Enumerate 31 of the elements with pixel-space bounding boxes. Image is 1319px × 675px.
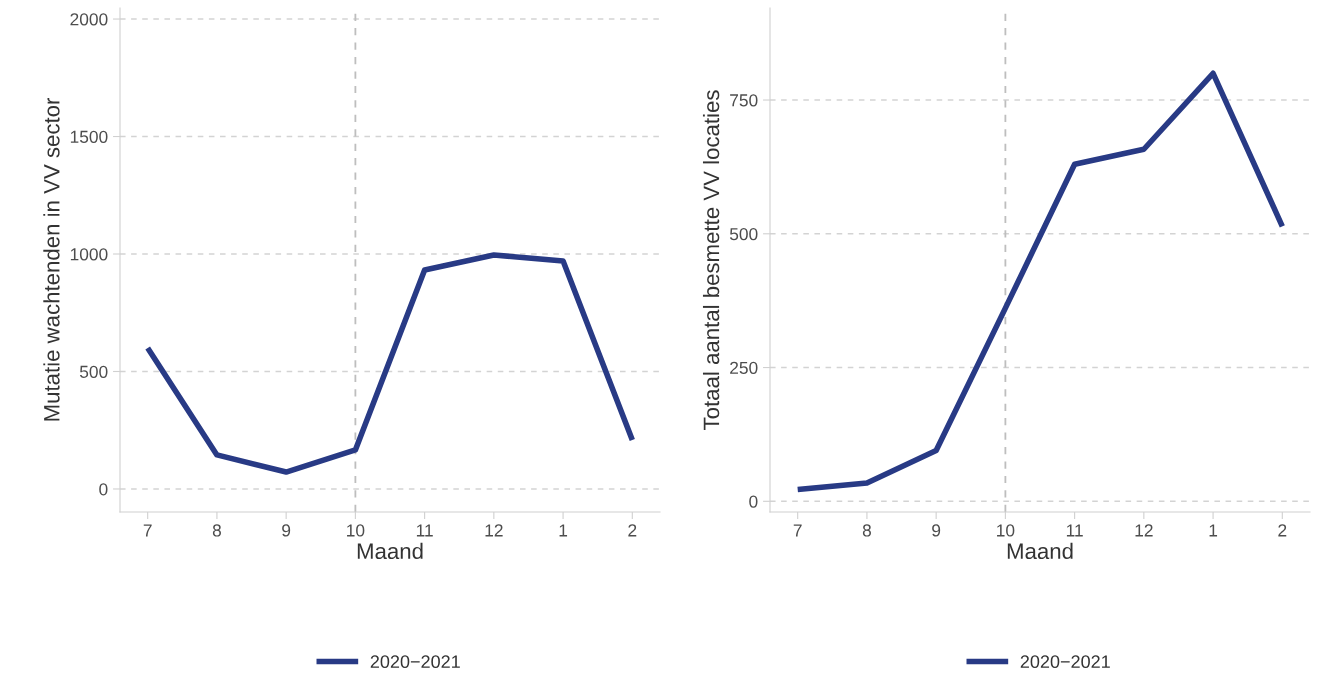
x-tick-label: 11 xyxy=(416,524,433,537)
y-tick-label: 2000 xyxy=(70,13,108,26)
x-tick-label: 9 xyxy=(282,524,291,537)
y-tick-label: 250 xyxy=(730,361,758,374)
x-axis-title: Maand xyxy=(357,542,423,560)
x-tick-label: 1 xyxy=(1209,524,1218,537)
x-tick-label: 12 xyxy=(1135,524,1153,537)
x-tick-label: 7 xyxy=(793,524,802,537)
y-tick-label: 1000 xyxy=(70,248,108,261)
x-tick-label: 10 xyxy=(997,524,1015,537)
legend-label: 2020−2021 xyxy=(1020,655,1110,669)
x-tick-label: 9 xyxy=(932,524,941,537)
y-axis-title: Totaal aantal besmette VV locaties xyxy=(702,90,720,430)
x-tick-label: 2 xyxy=(1278,524,1287,537)
legend-label: 2020−2021 xyxy=(370,655,460,669)
x-tick-label: 2 xyxy=(628,524,637,537)
y-tick-label: 0 xyxy=(99,483,108,496)
x-tick-label: 8 xyxy=(862,524,871,537)
y-tick-label: 500 xyxy=(729,227,758,241)
y-tick-label: 750 xyxy=(730,94,758,107)
y-tick-label: 500 xyxy=(79,365,108,378)
x-tick-label: 7 xyxy=(143,524,152,537)
x-tick-label: 10 xyxy=(347,524,365,537)
x-tick-label: 8 xyxy=(212,524,221,537)
x-tick-label: 1 xyxy=(559,524,568,537)
y-tick-label: 0 xyxy=(749,495,758,508)
x-tick-label: 12 xyxy=(485,524,503,537)
y-axis-title: Mutatie wachtenden in VV sector xyxy=(43,97,60,421)
y-tick-label: 1500 xyxy=(70,130,108,143)
x-axis-title: Maand xyxy=(1007,542,1073,560)
x-tick-label: 11 xyxy=(1066,524,1083,537)
